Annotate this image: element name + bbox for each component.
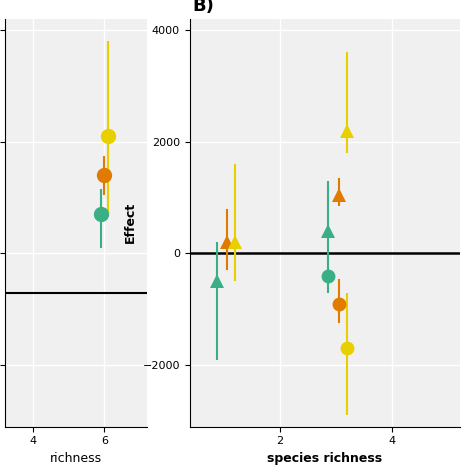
X-axis label: richness: richness: [50, 452, 102, 465]
X-axis label: species richness: species richness: [267, 452, 382, 465]
Text: B): B): [192, 0, 214, 15]
Y-axis label: Effect: Effect: [124, 202, 137, 244]
